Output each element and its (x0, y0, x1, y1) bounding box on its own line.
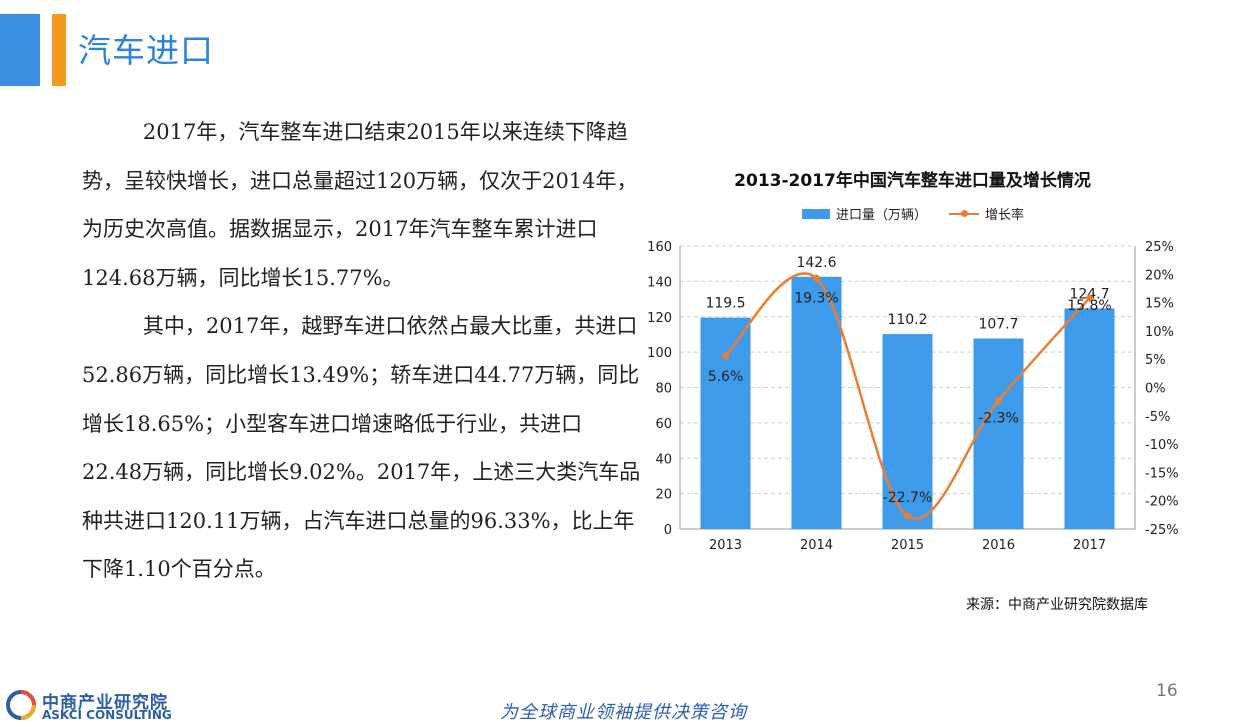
y-right-tick-label: 25% (1145, 240, 1174, 255)
source-note: 来源：中商产业研究院数据库 (966, 597, 1148, 613)
company-logo: 中商产业研究院 ASKCI CONSULTING (6, 688, 206, 724)
y-left-tick-label: 40 (655, 452, 672, 467)
y-left-tick-label: 0 (664, 523, 672, 538)
logo-name-cn: 中商产业研究院 (42, 693, 168, 713)
x-tick-label: 2014 (800, 538, 833, 553)
y-right-tick-label: 0% (1145, 382, 1166, 397)
logo-name-en: ASKCI CONSULTING (42, 708, 172, 722)
y-right-tick-label: -5% (1145, 410, 1170, 425)
y-right-tick-label: 5% (1145, 353, 1166, 368)
title-accent-blue (0, 14, 40, 86)
growth-point-2016 (995, 397, 1002, 405)
y-right-tick-label: 10% (1145, 325, 1174, 340)
growth-point-2014 (813, 274, 820, 282)
chart-legend: 进口量（万辆） 增长率 (802, 204, 1024, 223)
legend-bar-swatch (802, 208, 830, 219)
y-left-tick-label: 120 (647, 311, 672, 326)
bar-value-label: 142.6 (796, 255, 836, 271)
growth-rate-line (724, 272, 1091, 520)
chart-title: 2013-2017年中国汽车整车进口量及增长情况 (734, 171, 1091, 191)
bar-value-label: 119.5 (705, 296, 745, 312)
bar-2017 (1064, 308, 1115, 529)
bar-2015 (882, 334, 933, 529)
legend-label-growth: 增长率 (985, 208, 1025, 223)
growth-value-label: 15.8% (1067, 298, 1111, 314)
y-left-tick-label: 140 (647, 275, 672, 290)
bar-2014 (791, 276, 842, 529)
bar-2016 (973, 338, 1024, 529)
y-right-tick-label: 20% (1145, 268, 1174, 283)
y-left-tick-label: 20 (655, 488, 672, 503)
slide-title: 汽车进口 (78, 31, 214, 70)
y-right-tick-label: -25% (1145, 523, 1179, 538)
y-left-tick-label: 60 (655, 417, 672, 432)
paragraph-2: 其中，2017年，越野车进口依然占最大比重，共进口52.86万辆，同比增长13.… (82, 314, 641, 582)
paragraph-1: 2017年，汽车整车进口结束2015年以来连续下降趋势，呈较快增长，进口总量超过… (82, 120, 638, 290)
growth-point-2017 (1086, 294, 1093, 302)
growth-value-label: -22.7% (883, 490, 933, 506)
y-right-tick-label: -15% (1145, 466, 1179, 481)
body-text: 2017年，汽车整车进口结束2015年以来连续下降趋势，呈较快增长，进口总量超过… (82, 108, 642, 594)
x-tick-label: 2017 (1073, 538, 1106, 553)
title-accent-orange (52, 14, 66, 86)
growth-value-label: 5.6% (708, 369, 744, 385)
y-right-tick-label: -10% (1145, 438, 1179, 453)
y-left-tick-label: 160 (647, 240, 672, 255)
bar-value-label: 124.7 (1069, 286, 1109, 302)
growth-value-label: 19.3% (794, 290, 838, 306)
growth-point-2015 (904, 512, 911, 520)
x-tick-label: 2016 (982, 538, 1015, 553)
logo-mark-icon (6, 690, 36, 720)
page-number: 16 (1156, 681, 1178, 701)
bar-2013 (700, 317, 751, 529)
x-tick-label: 2013 (709, 538, 742, 553)
combo-chart: 0 20 40 60 80 100 120 140 160 -25% -20% -15% -10% -5%… (647, 240, 1179, 553)
y-left-tick-label: 80 (655, 382, 672, 397)
y-right-tick-label: -20% (1145, 495, 1179, 510)
footer-slogan: 为全球商业领袖提供决策咨询 (500, 702, 747, 723)
bar-value-label: 110.2 (887, 312, 927, 328)
bar-value-label: 107.7 (978, 317, 1018, 333)
growth-point-2013 (722, 352, 729, 360)
y-right-tick-label: 15% (1145, 297, 1174, 312)
legend-label-volume: 进口量（万辆） (836, 208, 928, 223)
x-tick-label: 2015 (891, 538, 924, 553)
legend-line-swatch (949, 209, 980, 217)
y-left-tick-label: 100 (647, 346, 672, 361)
growth-value-label: -2.3% (978, 411, 1019, 427)
